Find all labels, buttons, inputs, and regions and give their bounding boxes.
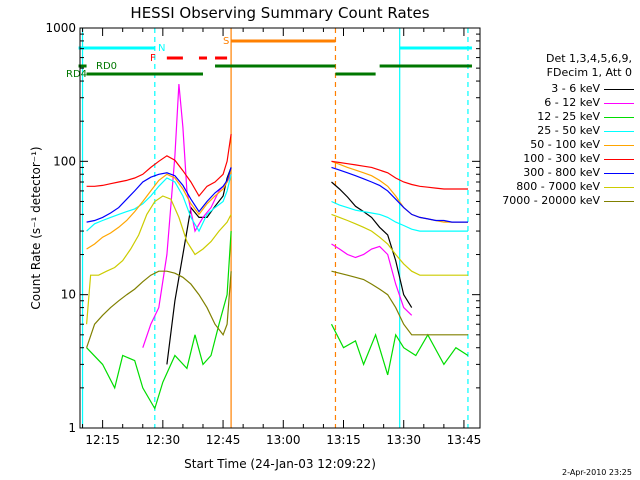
legend-item: 800 - 7000 keV <box>488 180 638 194</box>
legend-label: 25 - 50 keV <box>537 124 600 137</box>
x-tick-label-2: 12:45 <box>206 433 241 447</box>
legend-label: 800 - 7000 keV <box>516 180 600 193</box>
legend-item: 100 - 300 keV <box>488 152 638 166</box>
legend-item: 7000 - 20000 keV <box>488 194 638 208</box>
series-line-5-part-0 <box>86 134 232 198</box>
legend-title-line-2: FDecim 1, Att 0 <box>546 66 632 79</box>
series-line-5-part-1 <box>331 160 468 190</box>
axes: 1 10 100 1000 12:15 12:30 12:45 13:00 13:15 13:30… <box>45 21 481 447</box>
legend-item: 25 - 50 keV <box>488 124 638 138</box>
flag-label-f: F <box>150 53 156 64</box>
x-tick-label-0: 12:15 <box>85 433 120 447</box>
legend-swatch <box>604 159 634 160</box>
legend-item: 3 - 6 keV <box>488 82 638 96</box>
x-tick-label-4: 13:15 <box>326 433 361 447</box>
series-line-2-part-0 <box>86 231 232 410</box>
series-line-3-part-0 <box>86 174 232 233</box>
legend-label: 7000 - 20000 keV <box>502 194 600 207</box>
y-tick-label-1: 10 <box>61 288 76 302</box>
legend-swatch <box>604 103 634 104</box>
legend-swatch <box>604 131 634 132</box>
x-tick-label-1: 12:30 <box>146 433 181 447</box>
x-axis-label: Start Time (24-Jan-03 12:09:22) <box>184 457 376 471</box>
series-line-3-part-1 <box>331 200 468 232</box>
series-line-8-part-1 <box>331 270 468 336</box>
y-tick-label-3: 1000 <box>45 21 76 35</box>
series-line-6-part-0 <box>86 167 232 223</box>
series-line-4-part-1 <box>331 160 468 223</box>
flag-label-rd0: RD0 <box>96 61 117 72</box>
plot-frame <box>79 27 481 429</box>
legend-label: 100 - 300 keV <box>523 152 600 165</box>
series-line-8-part-0 <box>86 270 232 348</box>
flag-label-n: N <box>158 43 165 54</box>
x-tick-label-6: 13:45 <box>447 433 482 447</box>
legend-swatch <box>604 145 634 146</box>
legend-item: 6 - 12 keV <box>488 96 638 110</box>
legend-label: 50 - 100 keV <box>530 138 600 151</box>
series-line-7-part-1 <box>331 213 468 276</box>
x-tick-label-5: 13:30 <box>386 433 421 447</box>
legend-item: 300 - 800 keV <box>488 166 638 180</box>
legend-label: 6 - 12 keV <box>544 96 600 109</box>
legend-title-line-1: Det 1,3,4,5,6,9, <box>545 52 632 65</box>
flag-label-s: S <box>223 36 229 47</box>
series-line-0-part-0 <box>166 167 232 365</box>
legend-label: 300 - 800 keV <box>523 166 600 179</box>
y-tick-label-0: 1 <box>68 421 76 435</box>
series-line-1-part-1 <box>331 243 413 316</box>
series-line-2-part-1 <box>330 323 469 376</box>
legend-swatch <box>604 117 634 118</box>
plot-area: NF S RD0 RD4 <box>66 28 472 428</box>
series-line-7-part-0 <box>86 195 232 325</box>
legend-swatch <box>604 187 634 188</box>
legend-label: 3 - 6 keV <box>551 82 600 95</box>
legend-swatch <box>604 201 634 202</box>
series-line-0-part-1 <box>331 181 413 308</box>
chart-title: HESSI Observing Summary Count Rates <box>130 4 429 22</box>
y-axis-label: Count Rate (s⁻¹ detector⁻¹) <box>29 146 43 309</box>
legend-label: 12 - 25 keV <box>537 110 600 123</box>
flag-label-rd4: RD4 <box>66 69 87 80</box>
legend-swatch <box>604 89 634 90</box>
legend-item: 12 - 25 keV <box>488 110 638 124</box>
legend-swatch <box>604 173 634 174</box>
series-line-4-part-0 <box>86 170 232 250</box>
x-tick-label-3: 13:00 <box>266 433 301 447</box>
footer-date: 2-Apr-2010 23:25 <box>562 468 632 477</box>
series-line-1-part-0 <box>142 83 232 348</box>
y-tick-label-2: 100 <box>53 154 76 168</box>
series-line-6-part-1 <box>331 166 468 223</box>
legend-item: 50 - 100 keV <box>488 138 638 152</box>
